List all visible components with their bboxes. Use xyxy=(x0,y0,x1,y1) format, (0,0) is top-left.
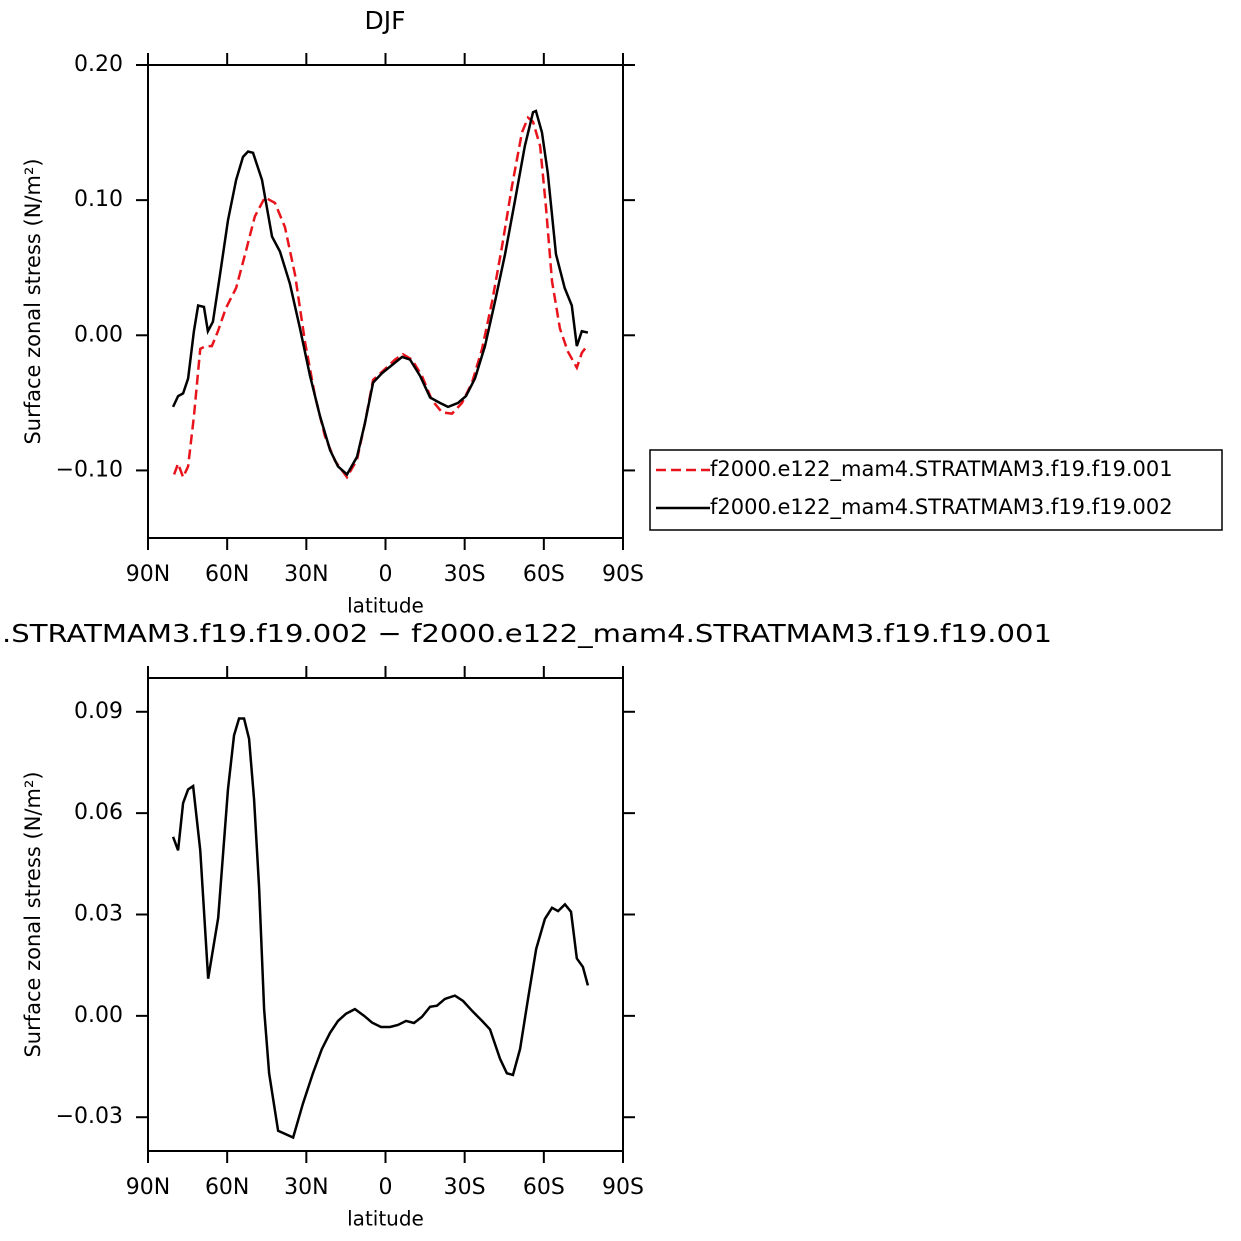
x-tick-label: 30N xyxy=(284,562,328,587)
y-tick-label: 0.09 xyxy=(74,699,123,724)
y-tick-label: 0.10 xyxy=(74,187,123,212)
data-line xyxy=(171,717,590,1140)
x-tick-label: 0 xyxy=(379,1175,393,1200)
x-tick-label: 60N xyxy=(205,562,249,587)
legend-label: f2000.e122_mam4.STRATMAM3.f19.f19.002 xyxy=(710,495,1173,520)
y-tick-label: 0.20 xyxy=(74,52,123,77)
y-tick-label: 0.06 xyxy=(74,800,123,825)
x-tick-label: 90N xyxy=(126,1175,170,1200)
x-axis-label: latitude xyxy=(347,594,424,618)
y-tick-label: 0.00 xyxy=(74,322,123,347)
y-tick-label: −0.10 xyxy=(56,457,123,482)
x-tick-label: 60N xyxy=(205,1175,249,1200)
plot-frame xyxy=(147,64,624,539)
data-line xyxy=(172,115,589,481)
chart-title: .STRATMAM3.f19.f19.002 − f2000.e122_mam4… xyxy=(2,619,1052,648)
x-tick-label: 30N xyxy=(284,1175,328,1200)
chart-title: DJF xyxy=(364,6,405,35)
y-tick-label: 0.00 xyxy=(74,1003,123,1028)
x-tick-label: 90N xyxy=(126,562,170,587)
data-line xyxy=(171,109,589,477)
x-axis-label: latitude xyxy=(347,1207,424,1231)
y-axis-label: Surface zonal stress (N/m²) xyxy=(21,158,45,444)
y-tick-label: 0.03 xyxy=(74,902,123,927)
x-tick-label: 0 xyxy=(379,562,393,587)
x-tick-label: 30S xyxy=(444,1175,486,1200)
y-tick-label: −0.03 xyxy=(56,1104,123,1129)
x-tick-label: 60S xyxy=(523,562,565,587)
x-tick-label: 90S xyxy=(602,562,644,587)
legend-box xyxy=(649,449,1223,531)
y-axis-label: Surface zonal stress (N/m²) xyxy=(21,771,45,1057)
x-tick-label: 90S xyxy=(602,1175,644,1200)
x-tick-label: 30S xyxy=(444,562,486,587)
legend-label: f2000.e122_mam4.STRATMAM3.f19.f19.001 xyxy=(710,457,1173,482)
x-tick-label: 60S xyxy=(523,1175,565,1200)
